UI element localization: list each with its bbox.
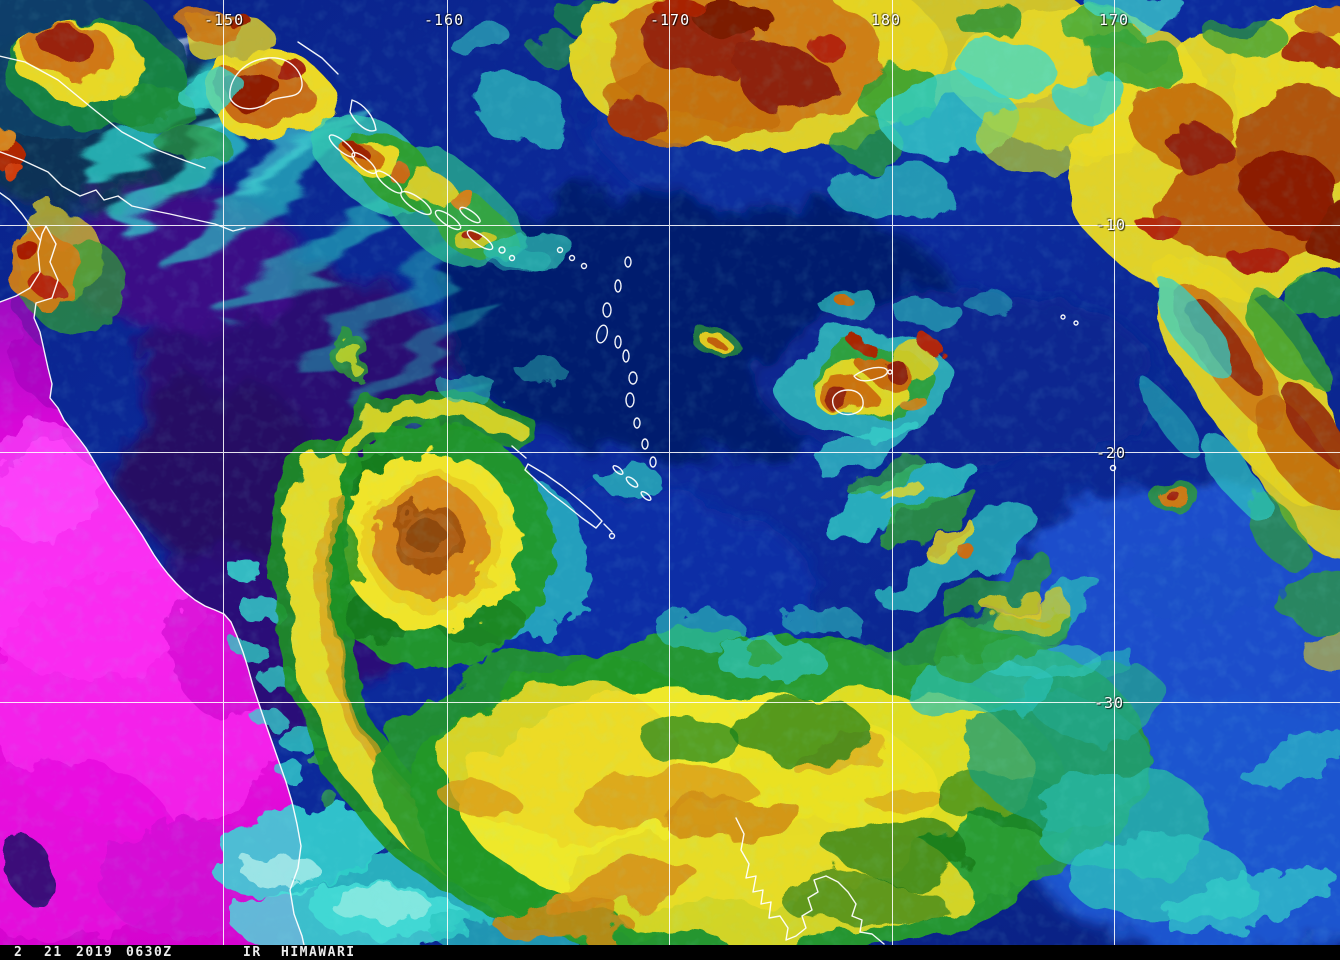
coastline-new-zealand	[735, 817, 885, 945]
lon-label: -160	[424, 11, 465, 29]
status-month: 2	[14, 945, 24, 960]
coastline-vanuatu	[641, 438, 649, 450]
island-dot	[556, 246, 564, 254]
coastline-vanuatu	[595, 324, 609, 344]
lat-label: -20	[1096, 444, 1127, 462]
coastline-vanuatu	[602, 302, 612, 318]
coastline-loyalty	[625, 476, 639, 488]
coastline-vanuatu	[614, 279, 622, 293]
coastline-solomons	[459, 206, 481, 224]
coastline-vanuatu	[625, 392, 635, 408]
coastline-gulf	[0, 191, 41, 241]
coastline-png-south	[0, 151, 246, 232]
coastline-viti-levu	[831, 389, 864, 416]
coastline-solomons	[351, 151, 377, 175]
coastline-vanuatu	[628, 371, 638, 385]
lon-label: 180	[871, 11, 902, 29]
coastline-vanuatu	[624, 256, 632, 268]
island-dot	[1060, 314, 1066, 320]
island-dot	[608, 532, 616, 540]
lon-label: -150	[204, 11, 245, 29]
island-dot	[508, 254, 516, 262]
coastline-loyalty	[640, 490, 652, 502]
status-bar: 2 21 2019 0630Z IR HIMAWARI	[0, 945, 1340, 960]
status-year: 2019	[76, 945, 114, 960]
lon-label: -170	[650, 11, 691, 29]
coastline-solomons	[466, 229, 494, 251]
coastline-new-britain	[229, 57, 303, 110]
island-dot	[580, 262, 588, 270]
coastline-vanuatu	[633, 417, 641, 429]
coastline-new-ireland	[297, 41, 339, 75]
coastline-queensland	[33, 225, 305, 945]
lon-label: 170	[1099, 11, 1130, 29]
coastline-vanuatu	[649, 456, 657, 468]
island-dot	[568, 254, 576, 262]
coastline-solomons	[328, 134, 356, 158]
coastline-solomons	[400, 190, 432, 216]
status-day: 21	[44, 945, 63, 960]
lat-label: -30	[1094, 694, 1125, 712]
status-sensor: IR	[243, 945, 262, 960]
coastline-vanua-levu	[853, 366, 889, 382]
coastline-solomons	[434, 209, 462, 231]
island-dot	[498, 246, 506, 254]
island-dot	[1109, 464, 1117, 472]
coastline-loyalty	[612, 464, 624, 476]
coastline-cape-york-west	[0, 225, 47, 303]
status-satellite: HIMAWARI	[281, 945, 356, 960]
coastline-png-north	[0, 55, 206, 169]
coastlines-layer	[0, 41, 1117, 945]
coastline-vanuatu	[622, 349, 630, 363]
lat-label: -10	[1096, 216, 1127, 234]
coastline-vanuatu	[614, 335, 622, 349]
coastline-new-caledonia	[524, 463, 603, 529]
island-dot	[1073, 320, 1079, 326]
coastline-bougainville	[349, 99, 377, 132]
status-time: 0630Z	[126, 945, 173, 960]
